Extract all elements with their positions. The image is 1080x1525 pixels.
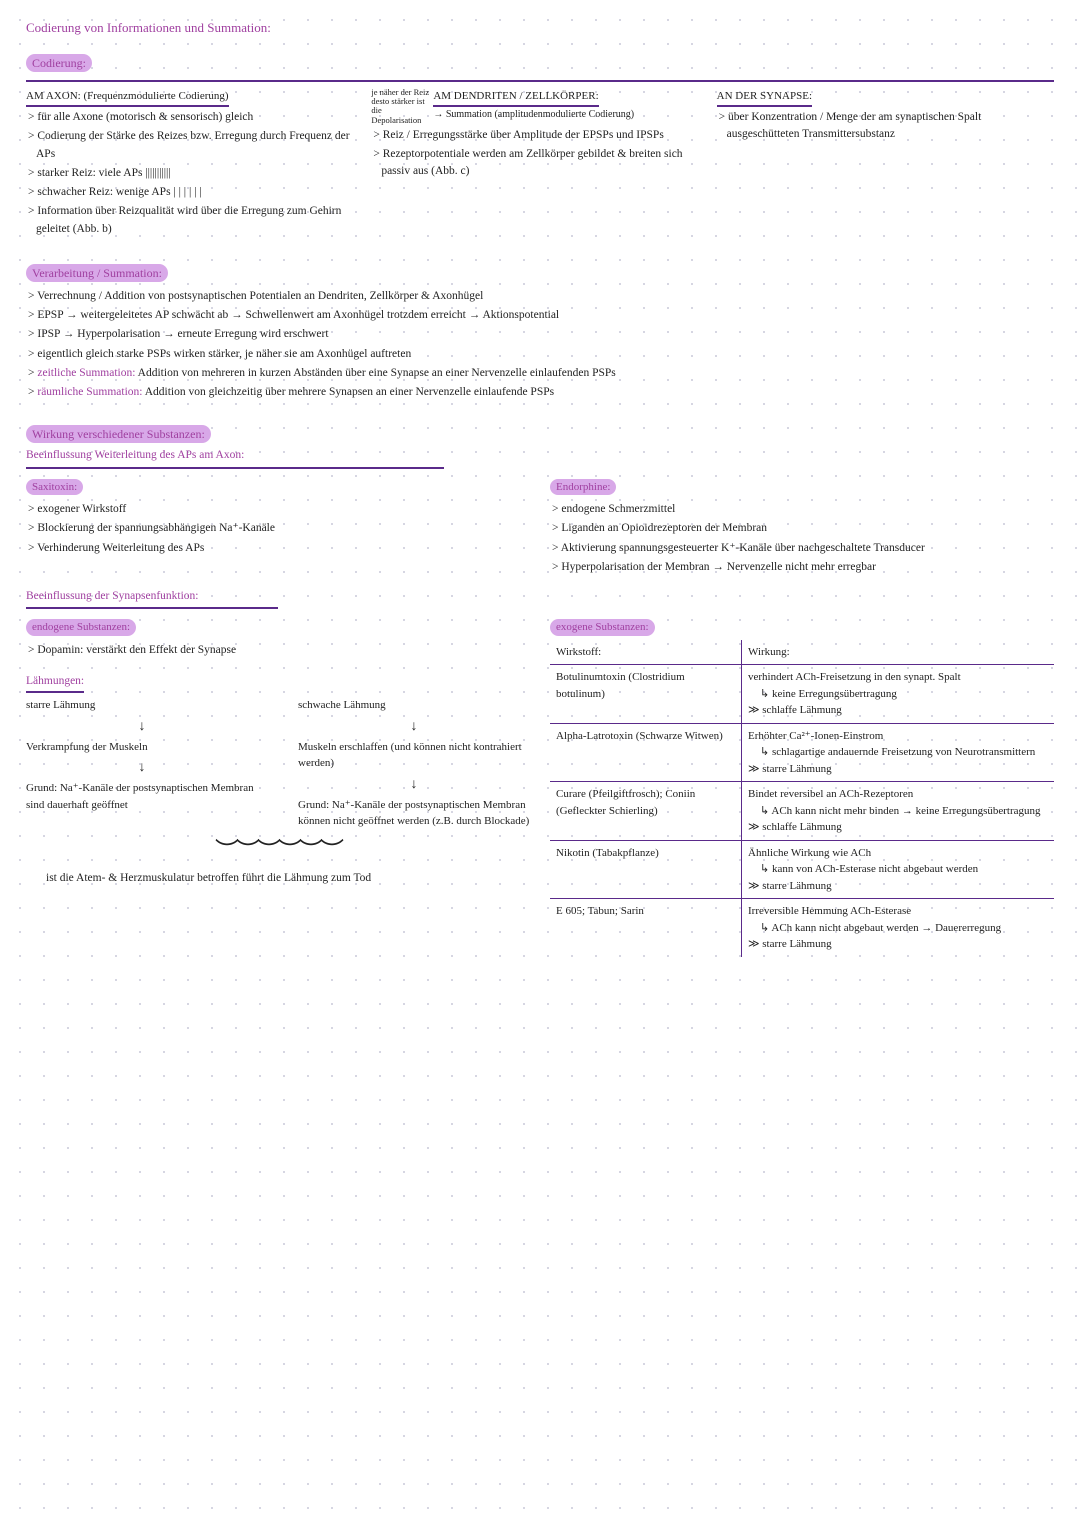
table-cell: Bindet reversibel an ACh-Rezeptoren ↳ AC… [742,782,1054,841]
saxitoxin-item: exogener Wirkstoff [26,501,530,518]
flow-foot: ist die Atem- & Herzmuskulatur betroffen… [26,870,530,887]
table-cell: Nikotin (Tabakpflanze) [550,840,742,899]
dendrite-item: Rezeptorpotentiale werden am Zellkörper … [371,146,708,181]
endorphine-item: endogene Schmerzmittel [550,501,1054,518]
arrow-down-icon: ↓ [298,774,530,795]
axon-item: starker Reiz: viele APs ||||||||||| [26,165,363,182]
table-cell: E 605; Tabun; Sarin [550,899,742,957]
arrow-down-icon: ↓ [26,716,258,737]
summation-item: IPSP → Hyperpolarisation → erneute Erreg… [26,326,1054,343]
endogene-item: Dopamin: verstärkt den Effekt der Synaps… [26,642,530,659]
sub-axon-weiterleitung: Beeinflussung Weiterleitung des APs am A… [26,447,444,468]
endorphine-item: Liganden an Opioidrezeptoren der Membran [550,520,1054,537]
table-cell: Irreversible Hemmung ACh-Esterase ↳ ACh … [742,899,1054,957]
brace-icon: ︶︶︶︶︶︶ [26,834,530,870]
table-cell: Ähnliche Wirkung wie ACh ↳ kann von ACh-… [742,840,1054,899]
arrow-down-icon: ↓ [298,716,530,737]
table-cell: Botulinumtoxin (Clostridium botulinum) [550,665,742,724]
synapse-item: über Konzentration / Menge der am synapt… [717,109,1054,144]
exogene-head: exogene Substanzen: [550,619,655,636]
codierung-columns: AM AXON: (Frequenzmodulierte Codierung) … [26,88,1054,240]
col-synapse-head: AN DER SYNAPSE: [717,88,812,108]
flow-grund-r: Grund: Na⁺-Kanäle der postsynaptischen M… [298,797,530,830]
col-dendrite-head: AM DENDRITEN / ZELLKÖRPER: [433,88,598,108]
table-header: Wirkung: [742,640,1054,665]
table-cell: verhindert ACh-Freisetzung in den synapt… [742,665,1054,724]
summation-item: EPSP → weitergeleitetes AP schwächt ab →… [26,307,1054,324]
saxitoxin-head: Saxitoxin: [26,479,83,496]
dendrite-item: Reiz / Erregungsstärke über Amplitude de… [371,127,708,144]
exogene-table: Wirkstoff: Wirkung: Botulinumtoxin (Clos… [550,640,1054,957]
lahmung-flow: starre Lähmung ↓ Verkrampfung der Muskel… [26,697,530,830]
summation-raumlich: räumliche Summation: Addition von gleich… [26,384,1054,401]
axon-item: Codierung der Stärke des Reizes bzw. Err… [26,128,363,163]
axon-item: Information über Reizqualität wird über … [26,203,363,238]
saxitoxin-item: Blockierung der spannungsabhängigen Na⁺-… [26,520,530,537]
table-cell: Alpha-Latrotoxin (Schwarze Witwen) [550,723,742,782]
endorphine-head: Endorphine: [550,479,616,496]
lahmungen-head: Lähmungen: [26,673,84,693]
endogene-head: endogene Substanzen: [26,619,136,636]
arrow-down-icon: ↓ [26,757,258,778]
flow-starre: starre Lähmung [26,697,258,714]
summation-item: Verrechnung / Addition von postsynaptisc… [26,288,1054,305]
axon-item: für alle Axone (motorisch & sensorisch) … [26,109,363,126]
flow-erschlaffen: Muskeln erschlaffen (und können nicht ko… [298,739,530,772]
axon-item: schwacher Reiz: wenige APs | | | | | | [26,184,363,201]
dendrite-note: je näher der Reiz desto stärker ist die … [371,88,429,125]
flow-schwache: schwache Lähmung [298,697,530,714]
summation-item: eigentlich gleich starke PSPs wirken stä… [26,346,1054,363]
summation-zeitlich: zeitliche Summation: Addition von mehrer… [26,365,1054,382]
saxitoxin-item: Verhinderung Weiterleitung des APs [26,540,530,557]
section-wirkung: Wirkung verschiedener Substanzen: [26,425,211,443]
section-summation: Verarbeitung / Summation: [26,264,168,282]
endorphine-item: Hyperpolarisation der Membran → Nervenze… [550,559,1054,576]
page-title: Codierung von Informationen und Summatio… [26,18,1054,38]
flow-grund-l: Grund: Na⁺-Kanäle der postsynaptischen M… [26,780,258,813]
dendrite-sub: → Summation (amplitudenmodulierte Codier… [433,107,634,122]
table-cell: Erhöhter Ca²⁺-Ionen-Einstrom ↳ schlagart… [742,723,1054,782]
col-axon-head: AM AXON: (Frequenzmodulierte Codierung) [26,88,229,108]
section-codierung: Codierung: [26,54,92,72]
table-cell: Curare (Pfeilgiftfrosch); Coniin (Geflec… [550,782,742,841]
sub-synapsenfunktion: Beeinflussung der Synapsenfunktion: [26,588,278,609]
table-header: Wirkstoff: [550,640,742,665]
endorphine-item: Aktivierung spannungsgesteuerter K⁺-Kanä… [550,540,1054,557]
flow-verkrampfung: Verkrampfung der Muskeln [26,739,258,756]
